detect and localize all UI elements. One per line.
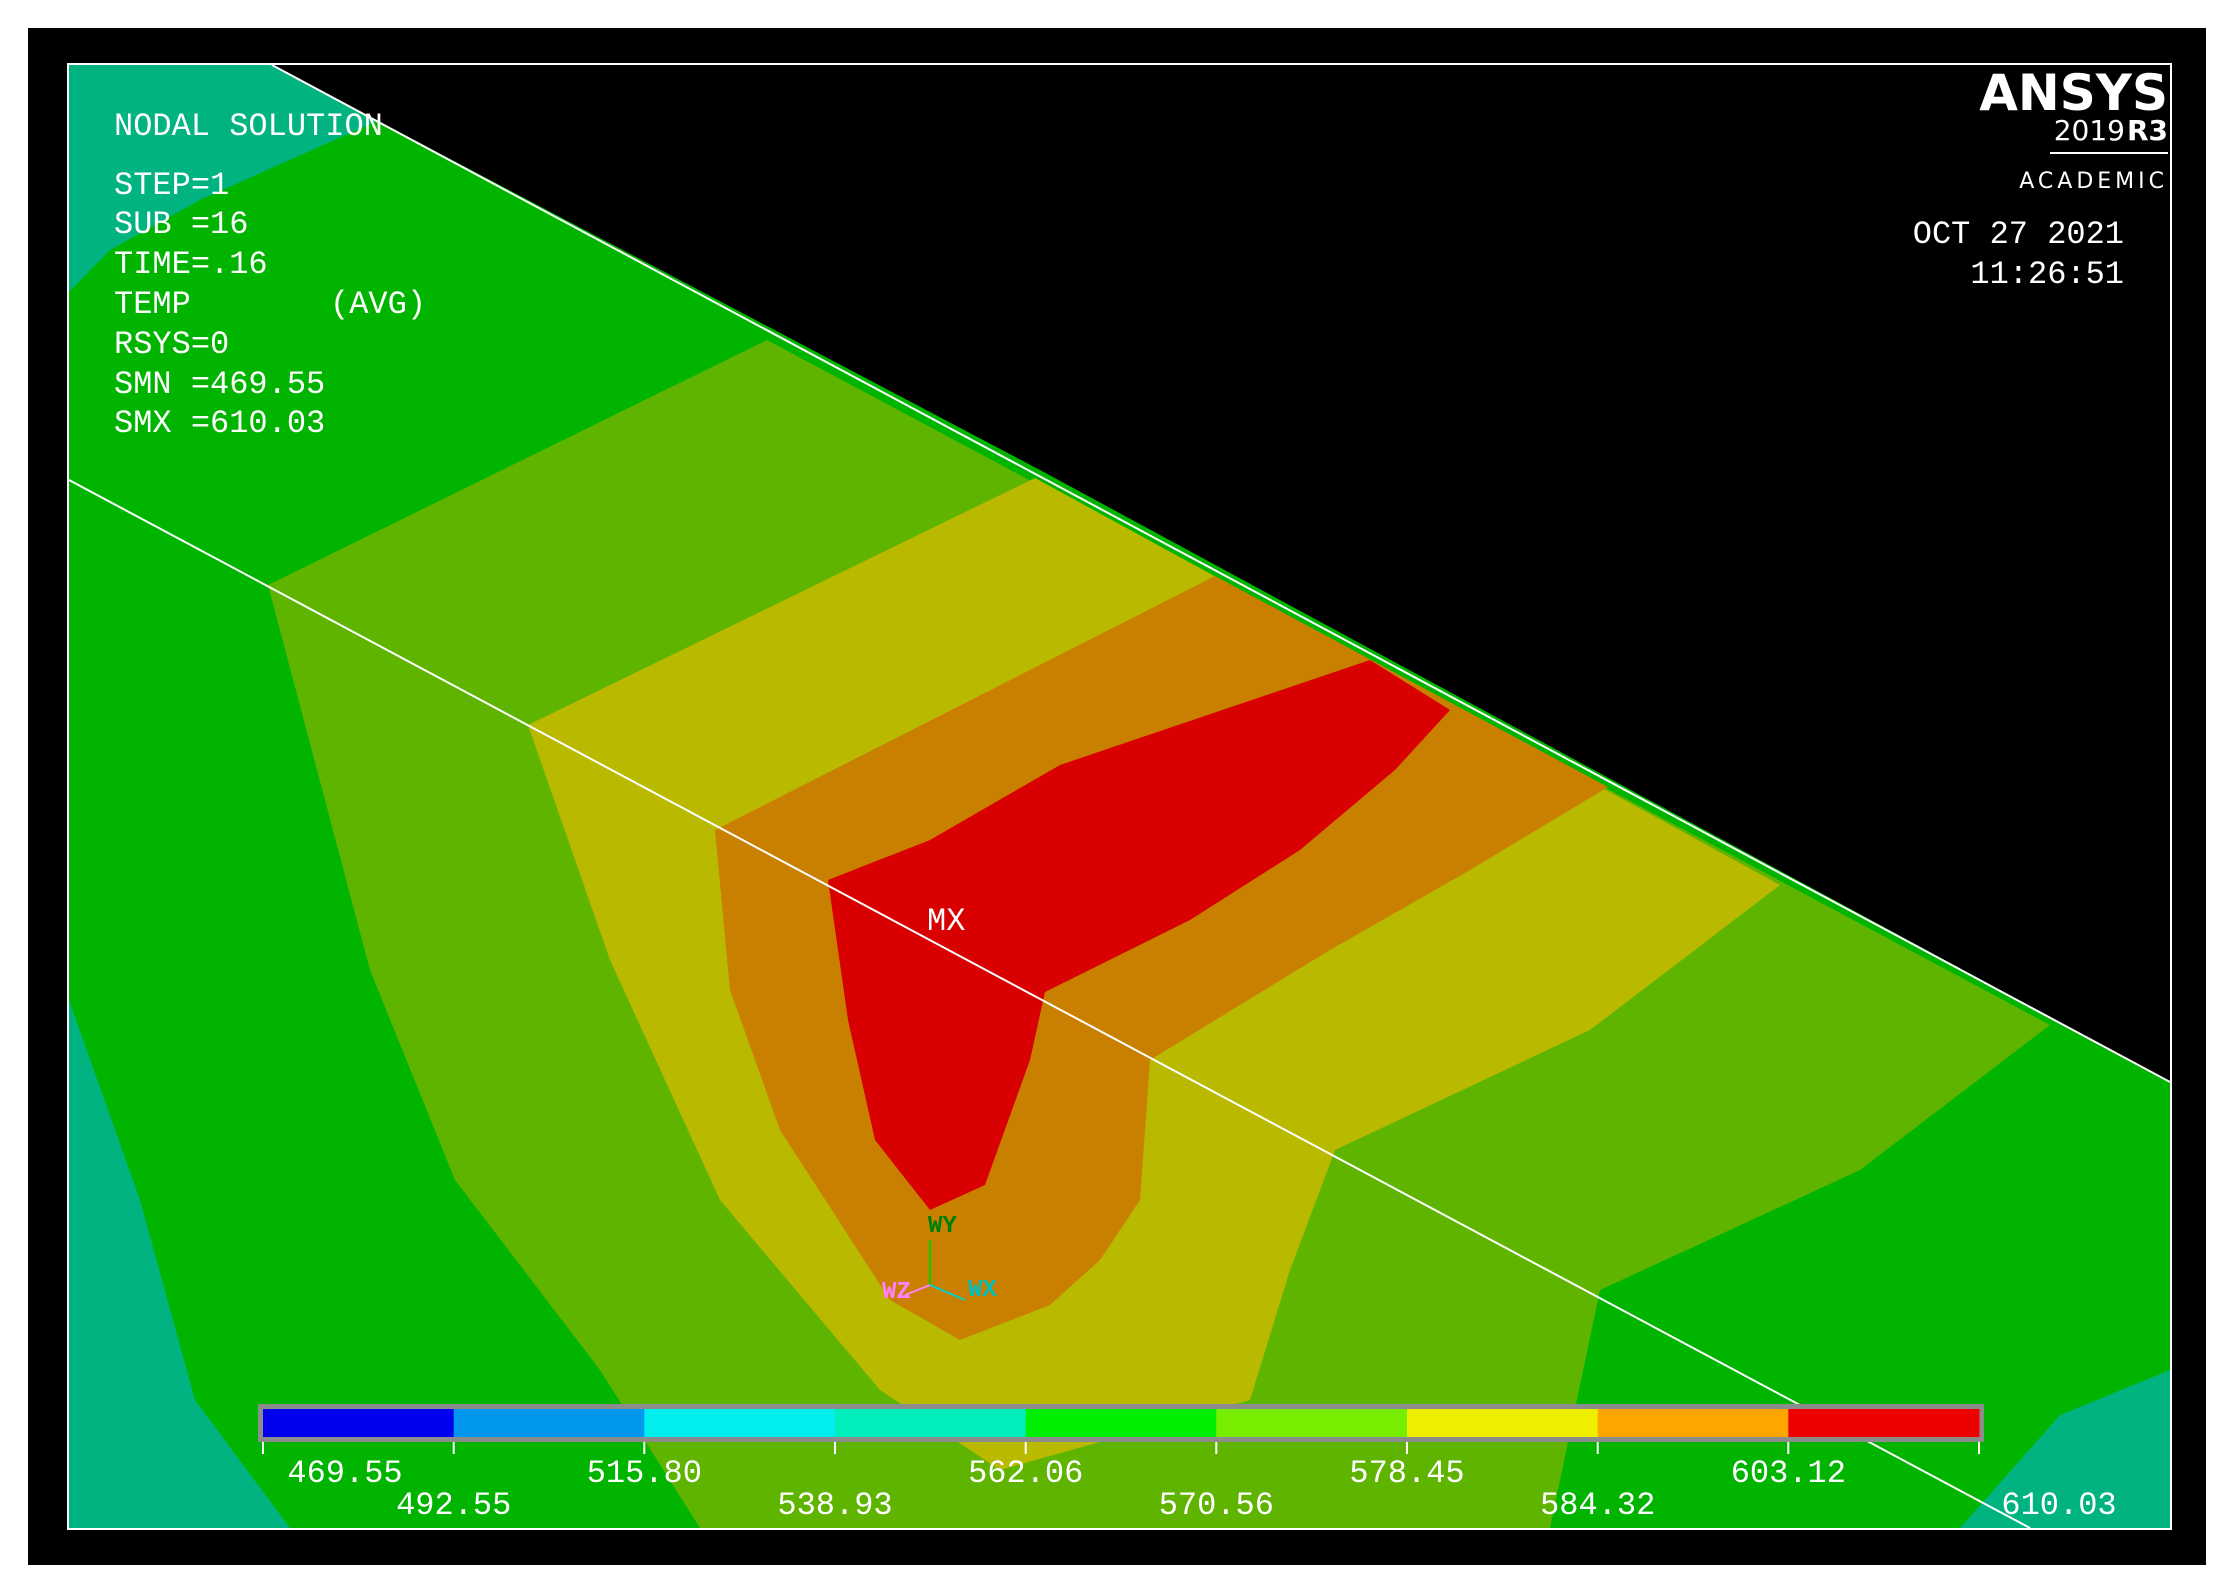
time-label: 11:26:51 bbox=[1970, 256, 2124, 293]
contour-band-teal-topleft bbox=[69, 65, 375, 292]
legend-label: 610.03 bbox=[2001, 1487, 2116, 1524]
version-year: 2019 bbox=[2054, 114, 2125, 147]
legend-label: 603.12 bbox=[1731, 1455, 1846, 1492]
legend-label: 492.55 bbox=[396, 1487, 511, 1524]
element-edge-top bbox=[271, 64, 2171, 1083]
solution-info: NODAL SOLUTION STEP=1 SUB =16 TIME=.16 T… bbox=[114, 108, 426, 442]
averaging-label: (AVG) bbox=[330, 286, 426, 323]
step-value: STEP=1 bbox=[114, 167, 229, 204]
legend-swatch bbox=[1788, 1409, 1980, 1437]
triad-x-axis bbox=[929, 1284, 966, 1301]
legend-swatch bbox=[1407, 1409, 1599, 1437]
legend-label: 570.56 bbox=[1159, 1487, 1274, 1524]
legend-swatch bbox=[1216, 1409, 1408, 1437]
legend-label: 538.93 bbox=[777, 1487, 892, 1524]
version-release: R3 bbox=[2127, 114, 2168, 147]
smn-value: SMN =469.55 bbox=[114, 366, 325, 403]
contour-band-teal-right bbox=[1960, 1370, 2170, 1528]
legend-swatch bbox=[835, 1409, 1027, 1437]
legend-swatch bbox=[1597, 1409, 1789, 1437]
viewport-frame bbox=[67, 63, 2172, 1530]
triad-x-label: WX bbox=[968, 1277, 997, 1304]
date-label: OCT 27 2021 bbox=[1913, 216, 2124, 253]
legend-label: 515.80 bbox=[587, 1455, 702, 1492]
smx-value: SMX =610.03 bbox=[114, 405, 325, 442]
rsys-value: RSYS=0 bbox=[114, 326, 229, 363]
edition-label: ACADEMIC bbox=[2019, 169, 2168, 194]
max-marker: MX bbox=[927, 903, 965, 940]
element-edge-middle bbox=[68, 479, 2031, 1529]
contour-band-teal-left bbox=[69, 1000, 290, 1528]
legend-swatch bbox=[1025, 1409, 1217, 1437]
legend-swatch bbox=[644, 1409, 836, 1437]
contour-band-red bbox=[828, 660, 1450, 1210]
time-value: TIME=.16 bbox=[114, 246, 268, 283]
legend-label: 469.55 bbox=[287, 1455, 402, 1492]
legend-swatch bbox=[453, 1409, 645, 1437]
triad-y-label: WY bbox=[928, 1213, 957, 1240]
coordinate-triad: WY WZ WX bbox=[882, 1213, 997, 1306]
contour-plot[interactable] bbox=[68, 64, 2171, 1529]
triad-z-axis bbox=[904, 1284, 931, 1296]
legend-label: 584.32 bbox=[1540, 1487, 1655, 1524]
sub-value: SUB =16 bbox=[114, 206, 248, 243]
legend-label: 578.45 bbox=[1349, 1455, 1464, 1492]
legend-swatch bbox=[263, 1409, 455, 1437]
ansys-logo: ANSYS 2019 R3 ACADEMIC bbox=[1979, 64, 2168, 194]
solution-title: NODAL SOLUTION bbox=[114, 108, 383, 145]
quantity-label: TEMP bbox=[114, 286, 191, 323]
legend-label: 562.06 bbox=[968, 1455, 1083, 1492]
brand-name: ANSYS bbox=[1979, 64, 2168, 122]
triad-z-label: WZ bbox=[882, 1279, 911, 1306]
